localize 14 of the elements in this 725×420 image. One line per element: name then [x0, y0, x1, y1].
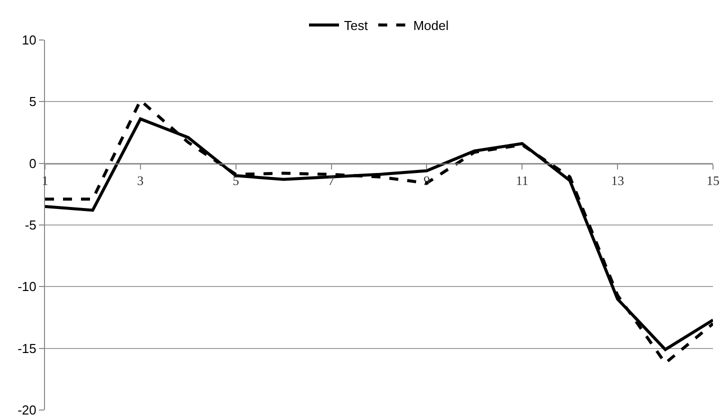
y-tick-label: -10	[18, 279, 36, 294]
x-tick-label: 15	[706, 172, 720, 188]
y-tick-label: 0	[29, 156, 36, 171]
y-tick-label: 5	[29, 94, 36, 110]
y-tick-label: 10	[22, 32, 36, 48]
y-tick-label: -5	[24, 218, 36, 233]
x-tick-label: 13	[611, 172, 624, 188]
x-tick-label: 11	[516, 172, 528, 188]
y-tick-label: -20	[18, 402, 36, 418]
x-tick-label: 5	[232, 172, 240, 188]
x-tick-label: 3	[137, 172, 144, 188]
legend-label: Test	[344, 18, 368, 34]
legend-label: Model	[413, 18, 449, 34]
y-tick-label: -15	[18, 340, 36, 356]
